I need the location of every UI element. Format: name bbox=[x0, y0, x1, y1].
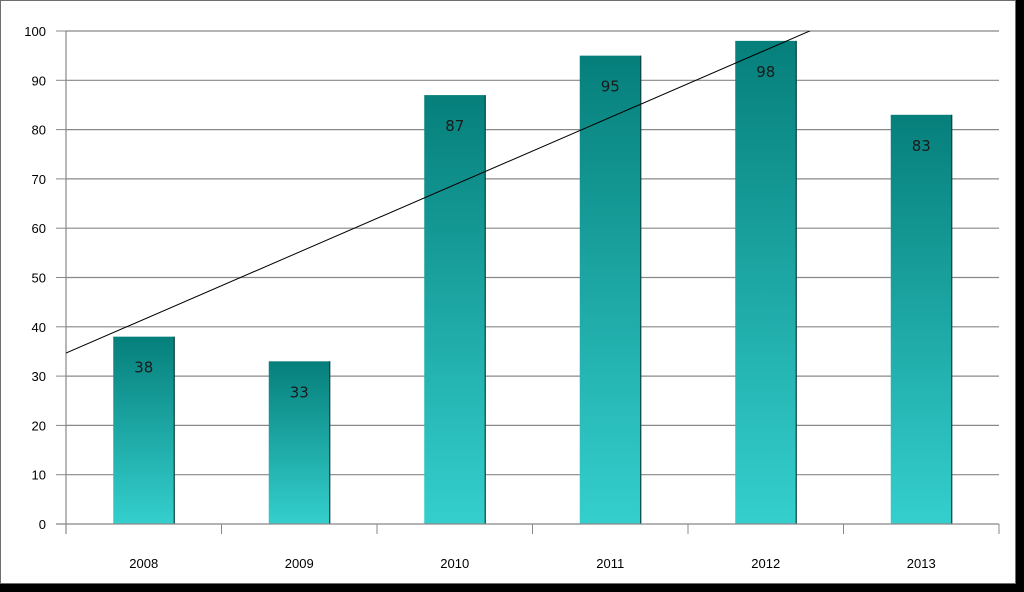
bar-2013 bbox=[890, 114, 952, 524]
y-tick-label: 90 bbox=[32, 73, 46, 88]
trendline-group bbox=[66, 31, 811, 354]
x-tick-label: 2009 bbox=[285, 556, 314, 571]
data-label: 38 bbox=[134, 359, 153, 377]
y-tick-label: 40 bbox=[32, 320, 46, 335]
y-tick-label: 60 bbox=[32, 221, 46, 236]
gridlines bbox=[66, 30, 999, 476]
y-tick-label: 30 bbox=[32, 369, 46, 384]
bar-chart: 0 10 20 30 40 50 60 70 80 90 100 2008 2009 2010 2011 20… bbox=[24, 24, 1000, 571]
data-label: 83 bbox=[912, 137, 931, 155]
x-tick-label: 2011 bbox=[596, 556, 624, 571]
chart-frame: 0 10 20 30 40 50 60 70 80 90 100 2008 2009 2010 2011 20… bbox=[0, 0, 1016, 584]
y-tick-label: 70 bbox=[32, 172, 46, 187]
x-tick-label: 2012 bbox=[751, 556, 780, 571]
x-tick-label: 2010 bbox=[440, 556, 469, 571]
y-tick-label: 50 bbox=[32, 271, 46, 286]
y-tick-label: 100 bbox=[24, 24, 46, 39]
data-label: 95 bbox=[601, 78, 620, 96]
data-labels: 38 33 87 95 98 83 bbox=[134, 63, 931, 401]
bar-2008 bbox=[113, 336, 175, 524]
bar-2012 bbox=[735, 40, 797, 525]
y-tick-label: 20 bbox=[32, 418, 46, 433]
trendline bbox=[66, 31, 811, 354]
data-label: 87 bbox=[445, 117, 464, 135]
bar-2009 bbox=[268, 361, 330, 524]
bars bbox=[113, 40, 953, 525]
bar-2010 bbox=[424, 95, 486, 524]
axes: 0 10 20 30 40 50 60 70 80 90 100 2008 2009 2010 2011 20… bbox=[24, 24, 1000, 571]
bar-2011 bbox=[579, 55, 641, 525]
x-tick-label: 2008 bbox=[129, 556, 158, 571]
data-label: 98 bbox=[756, 63, 775, 81]
y-tick-label: 80 bbox=[32, 123, 46, 138]
data-label: 33 bbox=[290, 383, 309, 401]
y-tick-label: 0 bbox=[39, 517, 46, 532]
x-tick-label: 2013 bbox=[907, 556, 936, 571]
y-tick-label: 10 bbox=[32, 468, 46, 483]
